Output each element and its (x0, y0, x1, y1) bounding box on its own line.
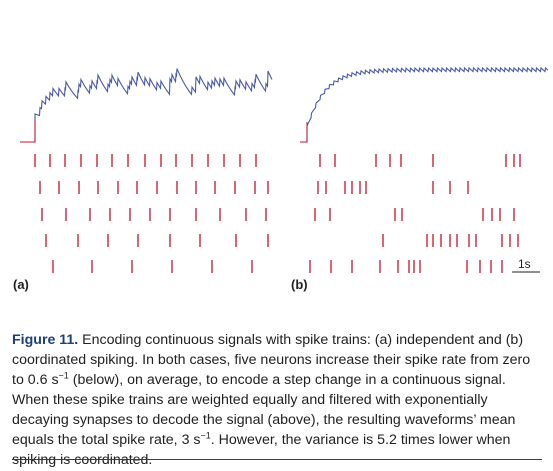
figure-number: Figure 11. (12, 332, 79, 349)
panel-a-decoded-waveform (20, 68, 273, 143)
caption-text-2: (below), on average, to encode a step ch… (12, 372, 516, 449)
panel-b-step-input (300, 122, 308, 143)
panel-a-step-input (20, 120, 36, 143)
caption-sup-1: −1 (58, 370, 69, 381)
caption-divider (12, 459, 542, 460)
panel-b-label: (b) (291, 277, 308, 292)
panel-b-decoded-waveform (300, 66, 549, 143)
figure-graphics (20, 66, 549, 273)
figure-caption: Figure 11. Encoding continuous signals w… (12, 330, 542, 470)
figure-11: (a) (b) 1s (13, 66, 549, 292)
scale-bar-label: 1s (518, 257, 531, 271)
panel-a-label: (a) (13, 277, 29, 292)
caption-sup-2: −1 (200, 430, 211, 441)
caption-text-1: Encoding continuous signals with spike t… (12, 332, 531, 389)
caption-text-3: . However, the variance is 5.2 times low… (12, 432, 511, 469)
